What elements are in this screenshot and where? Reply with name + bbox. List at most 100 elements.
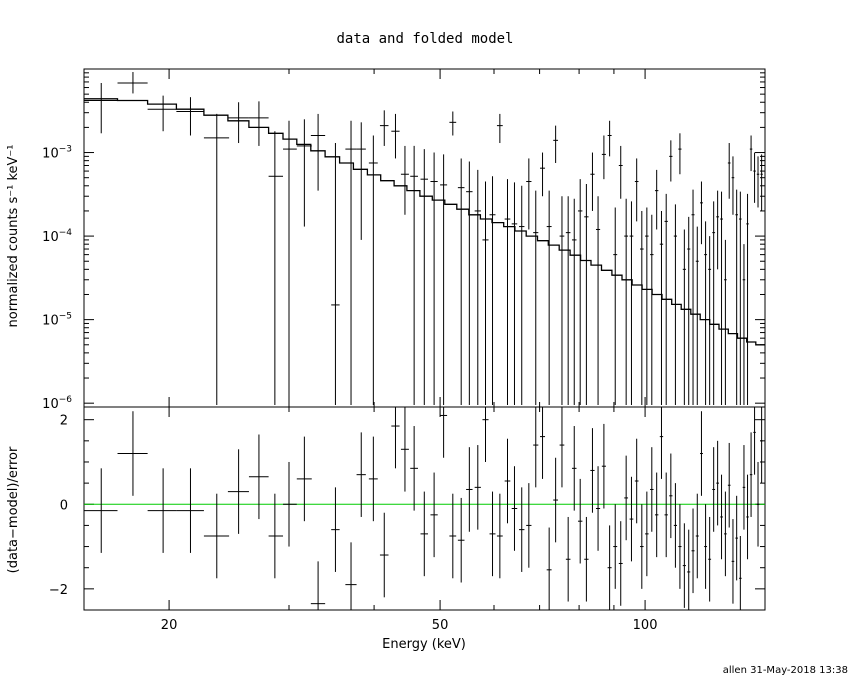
residual-point — [553, 457, 559, 543]
residual-point — [629, 476, 634, 562]
residual-point — [756, 461, 760, 547]
data-point — [331, 143, 340, 406]
model-curve — [84, 98, 765, 346]
residual-point — [391, 407, 400, 469]
data-point — [410, 145, 418, 406]
data-point — [624, 198, 629, 406]
residual-point — [682, 523, 686, 608]
model-step-line — [84, 98, 765, 346]
residual-point — [669, 453, 673, 539]
residual-point — [650, 447, 654, 532]
data-point — [607, 120, 612, 157]
data-point — [634, 158, 639, 222]
data-point — [673, 204, 678, 406]
data-point — [519, 185, 525, 406]
residual-point — [664, 472, 668, 558]
data-point — [345, 120, 357, 406]
residual-point — [117, 411, 148, 496]
data-point — [296, 119, 312, 227]
residual-point — [248, 434, 269, 520]
data-point — [356, 122, 366, 240]
y-tick-label: −2 — [49, 583, 68, 598]
data-point — [511, 182, 518, 406]
residual-point — [511, 466, 518, 551]
residual-point — [742, 445, 746, 530]
residual-point — [699, 411, 703, 496]
data-point — [753, 152, 756, 203]
residual-point — [590, 428, 595, 513]
data-point — [482, 181, 489, 406]
x-tick-label: 50 — [432, 618, 449, 633]
data-point — [695, 226, 699, 406]
residual-point — [496, 493, 503, 579]
residual-point — [449, 493, 457, 579]
residual-point — [724, 491, 727, 577]
data-point — [466, 161, 473, 406]
data-point — [704, 221, 708, 406]
data-point — [746, 193, 749, 406]
data-point — [645, 207, 649, 406]
residual-point — [640, 504, 644, 589]
data-point — [659, 210, 664, 406]
data-point — [629, 201, 634, 406]
residual-point — [704, 504, 708, 589]
bottom-y-axis-label: (data−model)/error — [6, 446, 21, 573]
data-point — [540, 152, 546, 197]
data-point — [571, 198, 577, 406]
residual-point — [147, 468, 177, 553]
data-point — [546, 190, 552, 406]
top-y-tick-labels: 10−3 10−4 10−5 10−6 — [42, 145, 72, 413]
residual-point — [400, 407, 409, 492]
data-point — [731, 156, 735, 215]
residual-point — [577, 478, 583, 564]
footer-timestamp: allen 31-May-2018 13:38 — [723, 665, 848, 676]
residual-point — [546, 527, 552, 610]
residual-point — [345, 542, 357, 610]
data-point — [664, 193, 668, 406]
residual-point — [601, 423, 606, 509]
data-point — [595, 196, 601, 406]
data-point — [712, 201, 716, 406]
residual-point — [624, 455, 629, 541]
top-panel: 10−3 10−4 10−5 10−6 normalized counts s⁻¹ k… — [6, 68, 766, 413]
residual-point — [691, 508, 695, 594]
data-point — [533, 190, 539, 406]
residual-point — [310, 561, 326, 610]
residual-point — [695, 493, 699, 579]
residual-point — [720, 474, 723, 560]
residual-point — [749, 432, 753, 517]
bottom-y-tick-labels: 2 0 −2 — [49, 414, 68, 598]
data-point — [691, 189, 695, 406]
residual-point — [356, 432, 366, 517]
data-point — [176, 97, 204, 136]
data-point — [739, 191, 742, 406]
data-point — [760, 154, 763, 211]
data-point — [654, 169, 659, 230]
residual-point — [466, 447, 473, 532]
residual-point — [368, 436, 378, 522]
x-tick-label: 100 — [633, 618, 658, 633]
residual-point — [727, 442, 731, 528]
bottom-panel-frame — [83, 406, 766, 611]
data-point — [420, 149, 429, 406]
residual-point — [379, 512, 389, 598]
residual-point — [716, 440, 720, 526]
data-point — [669, 140, 673, 182]
data-point — [457, 158, 465, 406]
data-point — [504, 179, 511, 406]
residual-point — [708, 516, 712, 602]
residual-points — [84, 407, 763, 610]
top-y-axis-label: normalized counts s⁻¹ keV⁻¹ — [6, 145, 21, 328]
y-tick-label: 10−6 — [42, 395, 72, 412]
residual-point — [474, 445, 481, 530]
y-tick-label: 10−3 — [42, 145, 72, 162]
residual-point — [559, 407, 565, 488]
data-point — [699, 181, 703, 245]
residual-point — [331, 487, 340, 572]
data-point — [474, 169, 481, 406]
data-point — [248, 101, 269, 146]
data-point — [687, 216, 691, 406]
residual-point — [746, 474, 749, 560]
data-point — [203, 113, 230, 406]
